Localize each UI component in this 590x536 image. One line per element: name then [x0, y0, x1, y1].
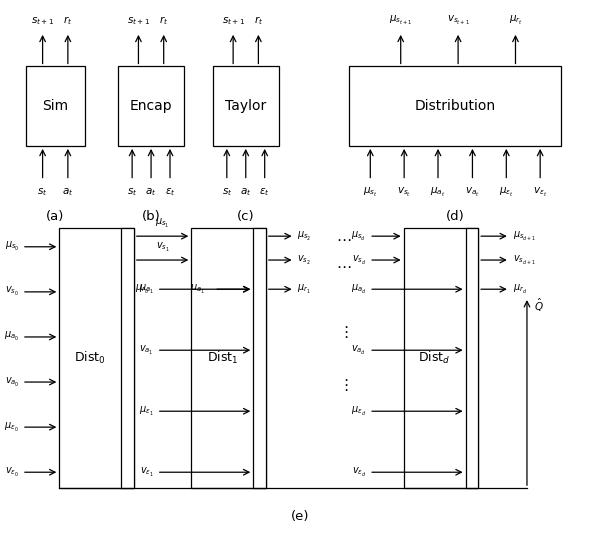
Text: (b): (b)	[142, 210, 160, 222]
Text: $v_{s_d}$: $v_{s_d}$	[352, 254, 366, 266]
FancyBboxPatch shape	[466, 228, 478, 488]
Text: $\vdots$: $\vdots$	[338, 324, 349, 340]
FancyBboxPatch shape	[118, 66, 184, 146]
Text: $\hat{Q}$: $\hat{Q}$	[534, 296, 543, 314]
Text: $\vdots$: $\vdots$	[338, 377, 349, 393]
Text: $\mu_{\epsilon_t}$: $\mu_{\epsilon_t}$	[499, 186, 514, 199]
Text: (c): (c)	[237, 210, 254, 222]
Text: $\mu_{a_d}$: $\mu_{a_d}$	[350, 282, 366, 296]
Text: $v_{s_{t+1}}$: $v_{s_{t+1}}$	[447, 13, 470, 27]
Text: $a_t$: $a_t$	[240, 186, 251, 198]
Text: $s_t$: $s_t$	[127, 186, 137, 198]
Text: $\mu_{r_1}$: $\mu_{r_1}$	[297, 282, 311, 296]
Text: $\mu_{r_0}$: $\mu_{r_0}$	[135, 282, 149, 296]
Text: $v_{a_d}$: $v_{a_d}$	[351, 344, 366, 357]
FancyBboxPatch shape	[213, 66, 278, 146]
Text: $s_t$: $s_t$	[222, 186, 232, 198]
Text: $a_t$: $a_t$	[145, 186, 157, 198]
Text: $\cdots$: $\cdots$	[336, 232, 351, 247]
Text: $v_{\epsilon_0}$: $v_{\epsilon_0}$	[5, 466, 19, 479]
Text: Sim: Sim	[42, 99, 68, 113]
FancyBboxPatch shape	[59, 228, 134, 488]
FancyBboxPatch shape	[349, 66, 562, 146]
Text: $v_{a_1}$: $v_{a_1}$	[139, 344, 154, 357]
Text: $\cdots$: $\cdots$	[336, 258, 351, 273]
Text: $\mu_{s_t}$: $\mu_{s_t}$	[363, 186, 378, 199]
Text: $\mu_{a_1}$: $\mu_{a_1}$	[139, 282, 154, 296]
Text: (a): (a)	[46, 210, 64, 222]
Text: $\mu_{r_d}$: $\mu_{r_d}$	[513, 282, 527, 296]
Text: $v_{a_0}$: $v_{a_0}$	[5, 376, 19, 389]
Text: $\mu_{\epsilon_d}$: $\mu_{\epsilon_d}$	[351, 405, 366, 418]
Text: $v_{s_{d+1}}$: $v_{s_{d+1}}$	[513, 254, 536, 266]
Text: $\mu_{a_t}$: $\mu_{a_t}$	[430, 186, 445, 199]
FancyBboxPatch shape	[253, 228, 266, 488]
Text: $s_{t+1}$: $s_{t+1}$	[222, 15, 245, 27]
Text: $v_{s_0}$: $v_{s_0}$	[5, 285, 19, 299]
Text: $\mu_{\epsilon_1}$: $\mu_{\epsilon_1}$	[139, 405, 154, 418]
Text: (d): (d)	[446, 210, 464, 222]
Text: $\mu_{r_t}$: $\mu_{r_t}$	[509, 13, 522, 27]
Text: $\mu_{s_{d+1}}$: $\mu_{s_{d+1}}$	[513, 229, 536, 243]
Text: $\mu_{a_1}$: $\mu_{a_1}$	[190, 282, 205, 296]
Text: Dist$_0$: Dist$_0$	[74, 350, 106, 366]
Text: $\epsilon_t$: $\epsilon_t$	[260, 186, 270, 198]
Text: $\mu_{s_{t+1}}$: $\mu_{s_{t+1}}$	[389, 13, 412, 27]
Text: $s_{t+1}$: $s_{t+1}$	[127, 15, 150, 27]
Text: $v_{s_1}$: $v_{s_1}$	[156, 241, 169, 254]
Text: $\mu_{s_1}$: $\mu_{s_1}$	[155, 217, 170, 230]
Text: $r_t$: $r_t$	[63, 14, 73, 27]
Text: Dist$_1$: Dist$_1$	[206, 350, 238, 366]
FancyBboxPatch shape	[404, 228, 478, 488]
Text: $r_t$: $r_t$	[159, 14, 168, 27]
Text: $s_t$: $s_t$	[37, 186, 48, 198]
Text: $r_t$: $r_t$	[254, 14, 263, 27]
FancyBboxPatch shape	[26, 66, 85, 146]
Text: $\mu_{s_0}$: $\mu_{s_0}$	[5, 240, 19, 254]
Text: $v_{s_2}$: $v_{s_2}$	[297, 254, 312, 266]
Text: Taylor: Taylor	[225, 99, 267, 113]
Text: (e): (e)	[291, 510, 310, 523]
Text: $v_{\epsilon_t}$: $v_{\epsilon_t}$	[533, 186, 548, 199]
Text: $s_{t+1}$: $s_{t+1}$	[31, 15, 54, 27]
Text: $v_{\epsilon_1}$: $v_{\epsilon_1}$	[140, 466, 154, 479]
Text: Distribution: Distribution	[415, 99, 496, 113]
Text: $\mu_{s_2}$: $\mu_{s_2}$	[297, 229, 312, 243]
Text: $v_{\epsilon_d}$: $v_{\epsilon_d}$	[352, 466, 366, 479]
Text: $\mu_{a_0}$: $\mu_{a_0}$	[4, 330, 19, 344]
Text: $a_t$: $a_t$	[62, 186, 74, 198]
Text: $\mu_{\epsilon_0}$: $\mu_{\epsilon_0}$	[5, 421, 19, 434]
Text: $\mu_{s_d}$: $\mu_{s_d}$	[352, 229, 366, 243]
Text: $\epsilon_t$: $\epsilon_t$	[165, 186, 175, 198]
Text: Dist$_d$: Dist$_d$	[418, 350, 451, 366]
Text: Encap: Encap	[130, 99, 172, 113]
FancyBboxPatch shape	[121, 228, 134, 488]
Text: $v_{a_t}$: $v_{a_t}$	[465, 186, 480, 199]
FancyBboxPatch shape	[191, 228, 266, 488]
Text: $v_{s_t}$: $v_{s_t}$	[397, 186, 411, 199]
